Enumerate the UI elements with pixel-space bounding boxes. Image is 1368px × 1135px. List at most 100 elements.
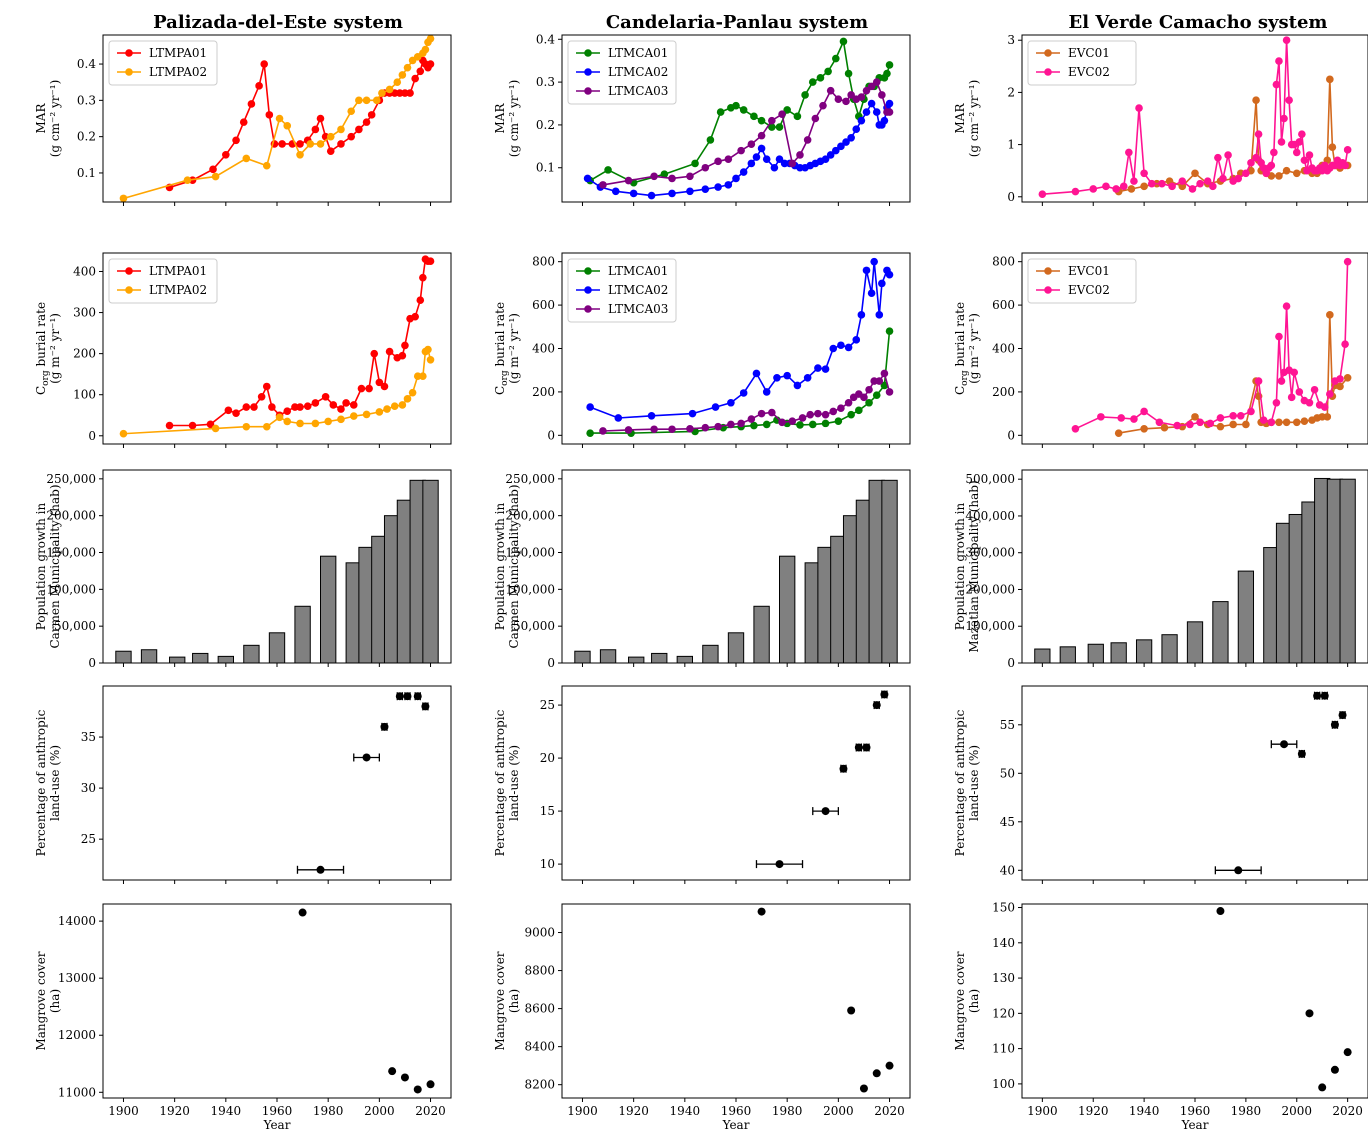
- y-axis-label-line: (ha): [967, 989, 981, 1013]
- data-point-LTMCA03: [650, 425, 658, 434]
- column-title-palizada: Palizada-del-Este system: [153, 12, 403, 33]
- data-point-LTMCA03: [867, 82, 876, 91]
- data-point-EVC02: [1320, 403, 1329, 411]
- data-point-LTMPA01: [262, 382, 271, 391]
- data-point-LTMCA03: [829, 407, 838, 416]
- population-bar: [651, 652, 668, 663]
- data-point-LTMCA02: [852, 125, 861, 134]
- legend-marker: [584, 305, 592, 313]
- plot-frame: [102, 685, 452, 881]
- data-point-LTMCA02: [885, 270, 894, 279]
- data-point-LTMCA02: [629, 189, 638, 198]
- data-point-LTMCA03: [737, 146, 745, 155]
- data-point-LTMPA01: [385, 347, 394, 356]
- plot-content: [1216, 907, 1352, 1092]
- data-point-LTMPA01: [268, 403, 276, 411]
- y-tick-label: 600: [992, 298, 1015, 312]
- data-point-LTMCA01: [801, 91, 809, 99]
- data-point: [1280, 740, 1289, 749]
- data-point-LTMCA03: [686, 425, 694, 433]
- data-point: [775, 860, 784, 869]
- data-point-LTMCA02: [837, 341, 845, 350]
- data-point-LTMPA02: [426, 355, 435, 364]
- data-point: [880, 690, 889, 699]
- y-tick-label: 150,000: [46, 546, 96, 560]
- y-tick-label: 0.4: [77, 57, 96, 71]
- data-point-LTMCA03: [757, 131, 766, 140]
- y-tick-label: 0.1: [536, 161, 555, 175]
- plot-content: [298, 908, 435, 1094]
- data-point-LTMCA01: [821, 419, 830, 428]
- data-point-LTMCA03: [778, 418, 786, 427]
- y-tick-label: 250,000: [505, 472, 555, 486]
- data-point-EVC01: [1178, 182, 1187, 191]
- legend-label: EVC01: [1068, 46, 1110, 60]
- data-point-EVC02: [1168, 182, 1176, 191]
- data-point-LTMPA02: [275, 114, 284, 123]
- data-point-LTMCA02: [821, 155, 830, 163]
- data-point-LTMPA01: [255, 82, 263, 90]
- y-tick-label: 0: [1007, 428, 1015, 442]
- y-tick-label: 13000: [58, 971, 96, 985]
- legend-box: [567, 258, 677, 323]
- data-point-LTMCA02: [611, 187, 620, 196]
- data-point-LTMCA02: [711, 403, 720, 411]
- y-tick-label: 50,000: [513, 619, 555, 633]
- data-point: [298, 908, 307, 917]
- y-axis-label-rest: burial rate: [34, 302, 48, 370]
- data-point-LTMCA03: [757, 409, 766, 418]
- data-point-LTMPA01: [355, 125, 363, 134]
- data-point: [403, 692, 412, 701]
- y-axis-label: Corg burial rate(g m⁻² yr⁻¹): [34, 302, 62, 395]
- data-point-LTMCA02: [773, 374, 781, 382]
- data-point-LTMCA03: [668, 174, 676, 183]
- data-point-EVC02: [1285, 96, 1293, 105]
- data-point-EVC02: [1173, 421, 1181, 430]
- y-tick-label: 50,000: [54, 619, 96, 633]
- data-point-LTMCA03: [811, 114, 820, 123]
- data-point-LTMCA03: [814, 409, 822, 418]
- data-point-EVC02: [1277, 377, 1286, 385]
- data-point-EVC02: [1178, 177, 1187, 185]
- data-point-EVC02: [1300, 156, 1309, 165]
- legend-marker: [584, 68, 592, 76]
- data-point: [413, 692, 422, 701]
- data-point-LTMPA02: [183, 176, 192, 185]
- y-tick-label: 100,000: [46, 582, 96, 596]
- data-point-LTMCA02: [844, 343, 853, 352]
- plot-frame: [561, 903, 911, 1099]
- y-axis-label-line: (g cm⁻² yr⁻¹): [48, 80, 62, 158]
- data-point: [862, 743, 871, 752]
- data-point: [380, 722, 389, 731]
- data-point-EVC02: [1275, 57, 1283, 65]
- data-point-EVC01: [1275, 418, 1283, 427]
- panel-2-0: 0 1 2 3 MAR(g cm⁻² yr⁻¹) EVC01 EVC02: [953, 33, 1368, 206]
- data-point-LTMPA01: [311, 399, 320, 407]
- plot-content: [757, 907, 894, 1093]
- data-point-EVC01: [1229, 420, 1237, 429]
- plot-frame: [561, 685, 911, 881]
- data-point-LTMCA03: [842, 97, 850, 106]
- data-point-LTMPA02: [242, 422, 251, 431]
- data-point-LTMPA01: [337, 405, 345, 413]
- data-point-LTMCA01: [586, 429, 594, 437]
- data-point-EVC01: [1292, 169, 1301, 178]
- data-point-LTMCA01: [768, 123, 776, 131]
- data-point-EVC02: [1341, 161, 1349, 170]
- y-tick-label: 400,000: [965, 509, 1015, 523]
- legend-label: LTMCA01: [608, 46, 668, 60]
- data-point: [362, 753, 371, 762]
- data-point-LTMPA02: [283, 417, 292, 426]
- data-point-LTMPA02: [324, 417, 332, 426]
- panel-0-2: 050,000100,000150,000200,000250,000Popul…: [34, 469, 452, 670]
- population-bar: [702, 644, 719, 663]
- data-point-LTMPA01: [365, 384, 373, 393]
- panel-0-1: 0 100 200 300 400 Corg burial rate(g m⁻² yr⁻¹…: [34, 252, 452, 448]
- plot-frame: [1021, 685, 1368, 881]
- legend-marker: [125, 49, 133, 57]
- data-point-LTMPA02: [349, 412, 358, 420]
- data-point-EVC02: [1277, 138, 1286, 146]
- y-axis-label-subscript: org: [960, 370, 970, 386]
- data-point-LTMPA01: [257, 392, 266, 401]
- panel-0-4: 11000 12000 13000 14000 1900 1920 1940 1960 1980…: [34, 903, 452, 1132]
